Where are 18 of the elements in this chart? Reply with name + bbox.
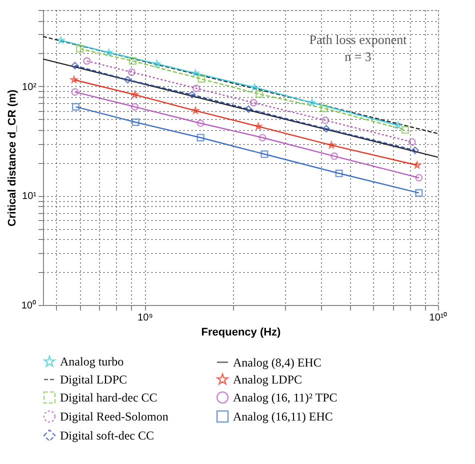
x-tick-label: 10⁹ [138, 312, 153, 324]
legend-label: Analog (16, 11)² TPC [233, 390, 338, 404]
x-tick-label: 10¹⁰ [429, 312, 448, 324]
legend-label: Digital soft-dec CC [60, 428, 154, 442]
legend-label: Digital LDPC [60, 372, 128, 386]
y-axis-title: Critical distance d_CR (m) [6, 89, 18, 226]
y-tick-label: 10² [22, 82, 38, 93]
y-tick-label: 10¹ [22, 191, 38, 202]
legend-label: Analog (8,4) EHC [233, 355, 322, 370]
annotation: n = 3 [344, 49, 372, 64]
legend-label: Analog (16,11) EHC [233, 410, 333, 424]
annotation: Path loss exponent [309, 32, 408, 47]
y-tick-label: 10⁰ [21, 300, 36, 312]
legend-label: Analog turbo [60, 354, 124, 369]
legend-label: Digital Reed-Solomon [60, 410, 168, 424]
legend-label: Digital hard-dec CC [60, 390, 158, 404]
legend-label: Analog LDPC [233, 372, 302, 386]
x-axis-title: Frequency (Hz) [201, 326, 282, 338]
